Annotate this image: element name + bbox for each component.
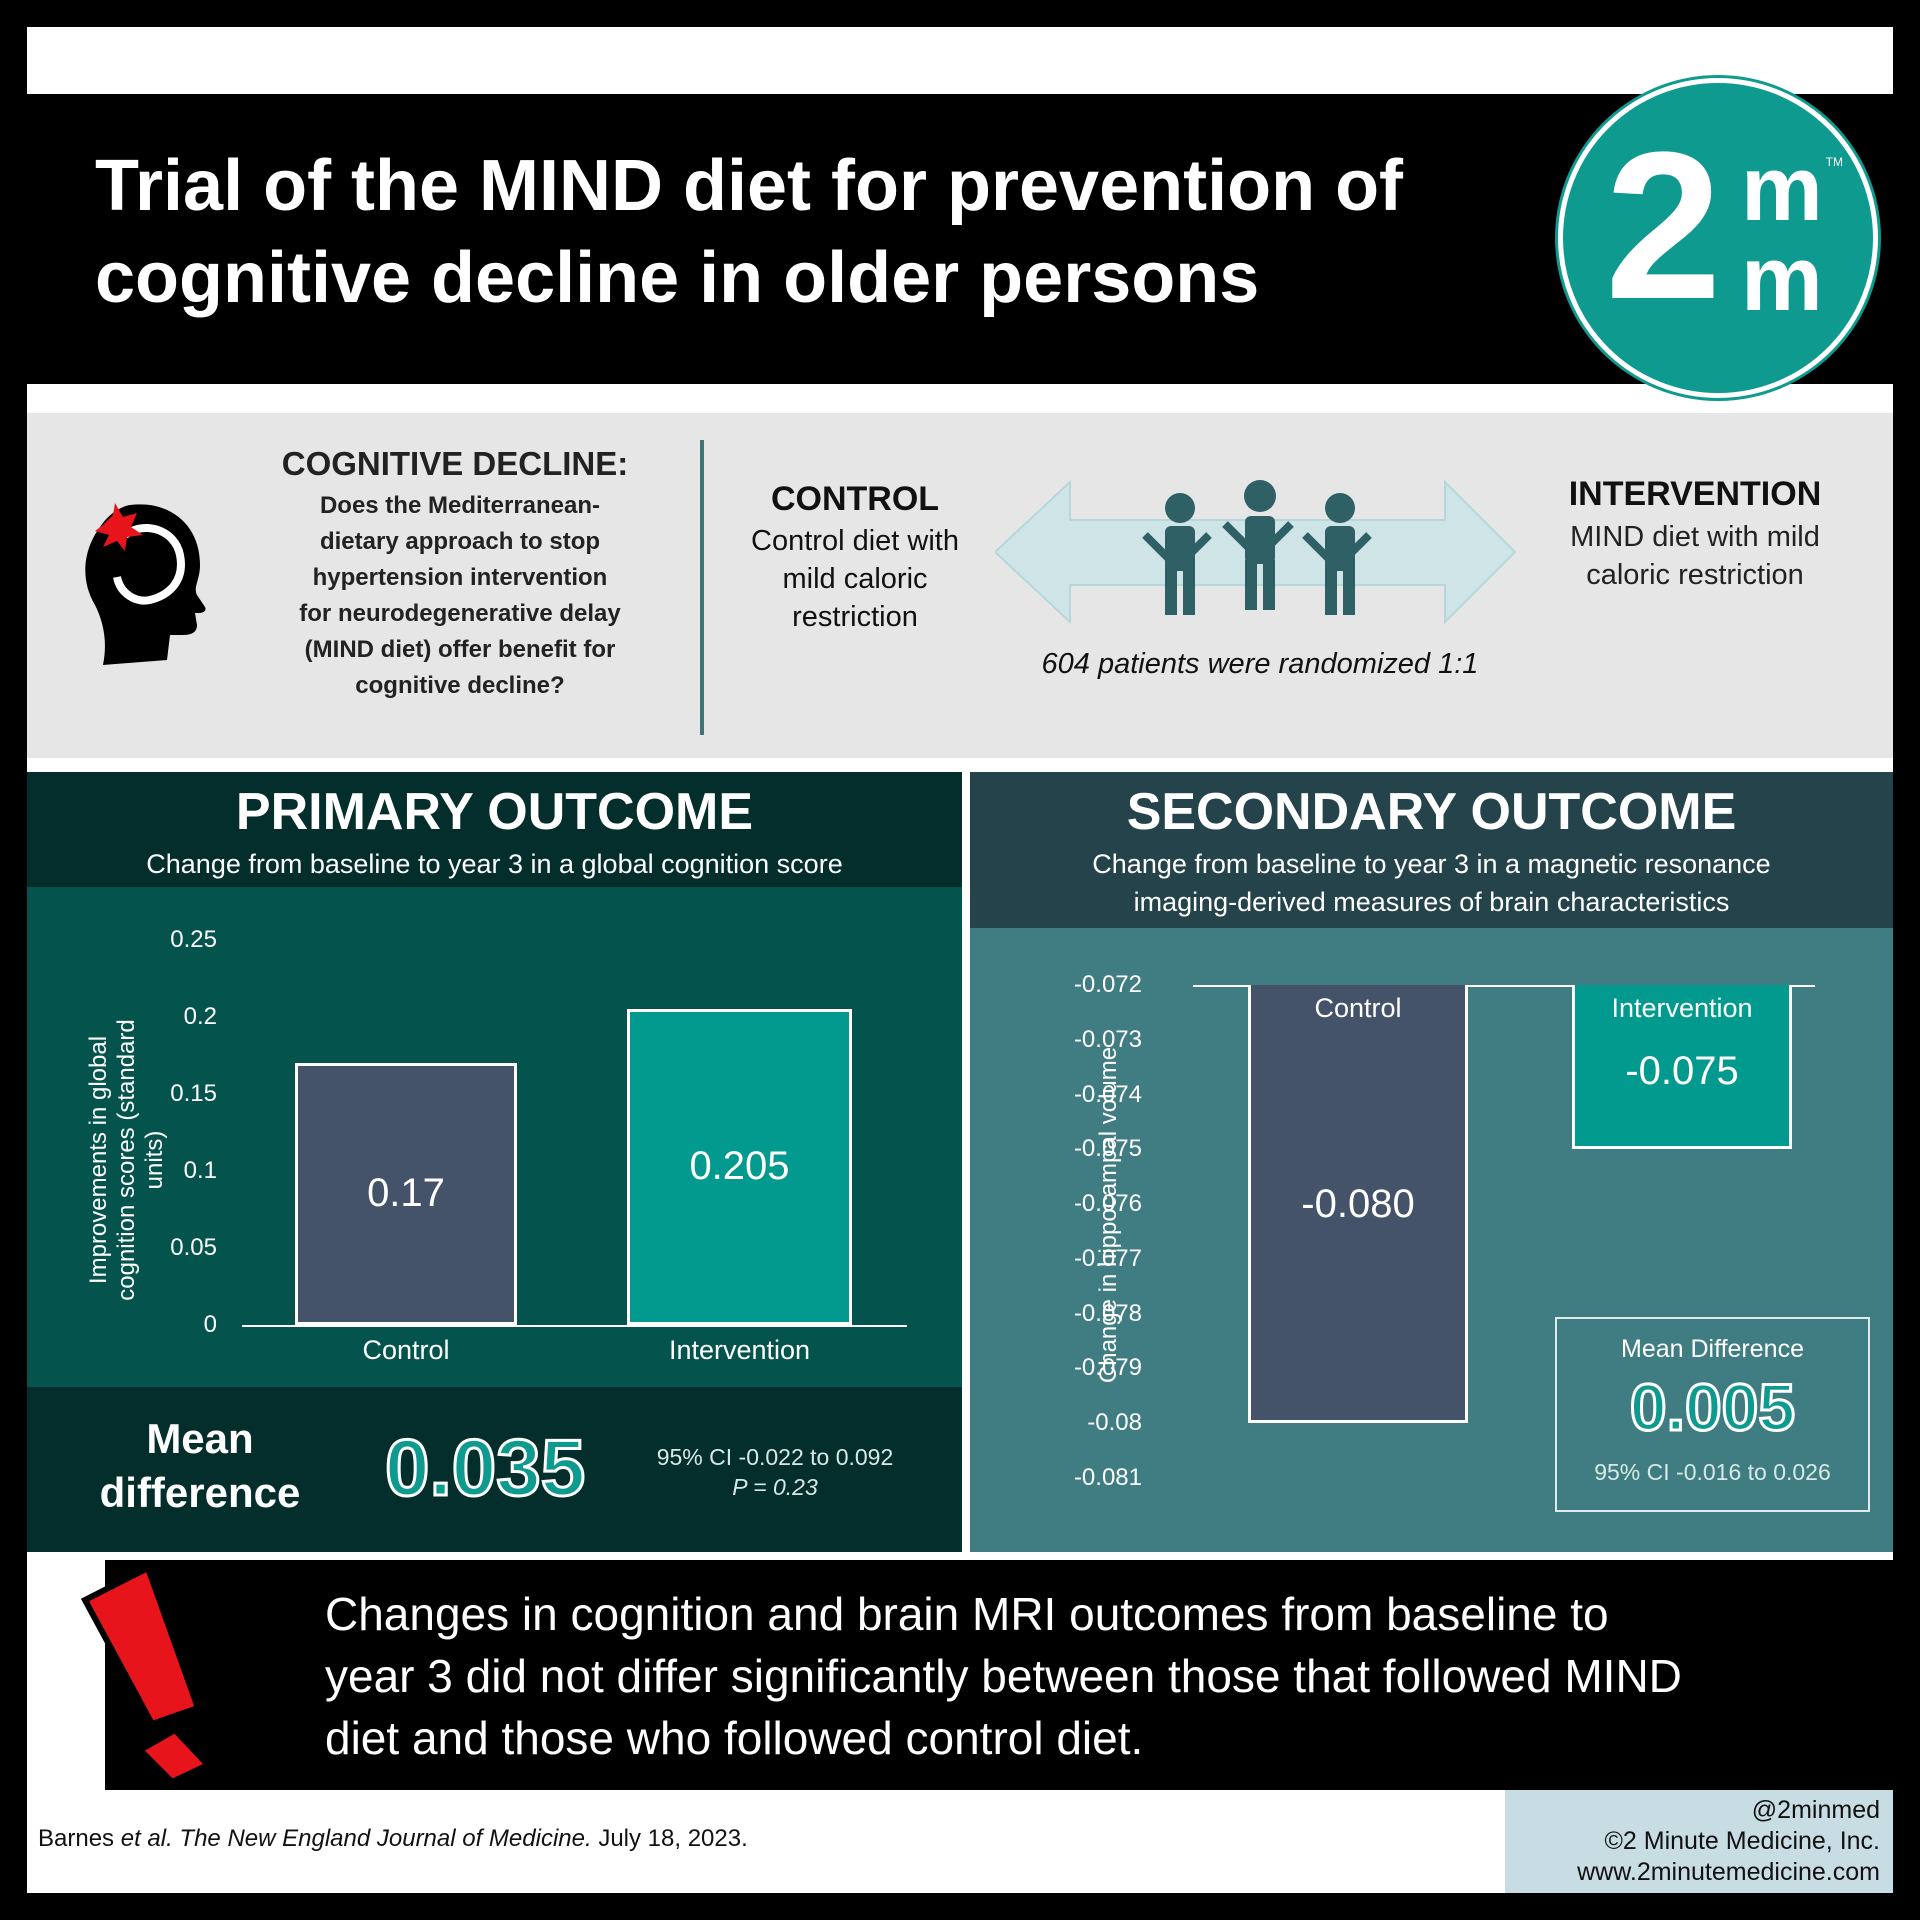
question-panel [27, 413, 1893, 758]
box-value: 0.005 [1628, 1369, 1796, 1446]
y-tick-label: -0.08 [1087, 1409, 1142, 1437]
title-line-2: cognitive decline in older persons [95, 238, 1260, 318]
logo: 2 m m TM [1558, 78, 1878, 398]
question-title: COGNITIVE DECLINE: [281, 445, 629, 482]
citation-date: July 18, 2023. [591, 1825, 748, 1852]
bar-value-label: -0.075 [1625, 1049, 1739, 1094]
title-line-1: Trial of the MIND diet for prevention of [95, 146, 1404, 226]
y-tick-label: -0.078 [1073, 1299, 1142, 1327]
question-line: Does the Mediterranean- [319, 492, 601, 519]
x-tick-label: Control [1314, 993, 1402, 1023]
secondary-outcome-title: SECONDARY OUTCOME [1126, 783, 1737, 841]
head-with-injury-icon [85, 503, 206, 665]
page-title: Trial of the MIND diet for prevention of… [95, 140, 1495, 324]
control-arm-title: CONTROL [770, 480, 940, 518]
y-tick-label: -0.072 [1073, 971, 1142, 998]
logo-letter-1: m [1741, 138, 1823, 240]
bar: Intervention -0.075 [1572, 985, 1792, 1150]
y-tick-label: 0.15 [170, 1080, 217, 1107]
y-tick-label: -0.075 [1073, 1135, 1142, 1163]
x-tick-label: Intervention [668, 1335, 811, 1365]
secondary-outcome-header [970, 772, 1893, 928]
x-axis-line [242, 1325, 907, 1327]
footer-box [1505, 1790, 1893, 1893]
mean-difference-box: Mean Difference 0.005 95% CI -0.016 to 0… [1555, 1317, 1870, 1512]
conclusion-panel [105, 1560, 1893, 1790]
ci-text: 95% CI -0.022 to 0.092 [656, 1444, 894, 1470]
question-line: dietary approach to stop [319, 528, 601, 555]
citation-etal: et al. [120, 1825, 173, 1852]
intervention-arm-title: INTERVENTION [1568, 475, 1822, 513]
question-line: (MIND diet) offer benefit for [304, 636, 616, 663]
box-title: Mean Difference [1621, 1335, 1804, 1363]
bar-value-label: 0.17 [367, 1171, 445, 1216]
double-arrow-icon [995, 480, 1517, 625]
secondary-chart: -0.072 -0.073 -0.074 -0.075 -0.076 -0.077 -0.0… [970, 930, 1893, 1491]
control-arm-description: Control diet with mild caloric restricti… [715, 522, 995, 636]
y-tick-label: -0.074 [1073, 1080, 1142, 1108]
primary-chart: 0 0.05 0.1 0.15 0.2 0.25 0.17 Control 0.205 Inter… [27, 890, 962, 1385]
top-axis-line [1193, 985, 1815, 987]
footer-copyright: ©2 Minute Medicine, Inc. [1604, 1827, 1881, 1855]
logo-number: 2 [1605, 108, 1722, 343]
y-tick-label: 0.2 [183, 1003, 217, 1030]
primary-ci: 95% CI -0.022 to 0.092 P = 0.23 [610, 1442, 940, 1502]
primary-mean-difference-row [27, 1387, 962, 1552]
intervention-arm-description: MIND diet with mild caloric restriction [1530, 518, 1860, 594]
footer-url: www.2minutemedicine.com [1577, 1858, 1880, 1886]
y-tick-label: -0.081 [1073, 1464, 1142, 1491]
y-tick-label: 0.25 [170, 926, 217, 953]
y-tick-label: -0.077 [1073, 1244, 1142, 1272]
footer-credits: @2minmed ©2 Minute Medicine, Inc. www.2m… [1505, 1795, 1880, 1888]
section-divider [700, 440, 704, 735]
logo-tm: TM [1825, 155, 1843, 169]
y-tick-label: -0.076 [1073, 1190, 1142, 1218]
bar: 0.205 [627, 1009, 852, 1325]
logo-letter-2: m [1741, 228, 1823, 330]
y-tick-label: 0.1 [183, 1157, 217, 1184]
conclusion-line: diet and those who followed control diet… [325, 1712, 1144, 1764]
question-line: hypertension intervention [312, 564, 608, 591]
bar-value-label: 0.205 [689, 1144, 790, 1189]
primary-outcome-header [27, 772, 962, 887]
citation: Barnes et al. The New England Journal of… [38, 1825, 748, 1853]
y-tick-label: -0.079 [1073, 1354, 1142, 1382]
conclusion-line: year 3 did not differ significantly betw… [325, 1650, 1682, 1702]
question-line: cognitive decline? [355, 672, 565, 699]
y-tick-label: -0.073 [1073, 1025, 1142, 1053]
mean-difference-label: Mean difference [70, 1412, 330, 1520]
bar-value-label: -0.080 [1301, 1182, 1415, 1227]
footer-handle: @2minmed [1751, 1796, 1880, 1824]
conclusion-line: Changes in cognition and brain MRI outco… [325, 1588, 1609, 1640]
question-text: Does the Mediterranean- dietary approach… [245, 488, 675, 704]
bar: 0.17 [295, 1063, 517, 1325]
control-line: Control diet with [751, 525, 959, 557]
mean-difference-value: 0.035 [383, 1422, 586, 1514]
mean-label-line: Mean [146, 1415, 254, 1462]
people-icon [1142, 480, 1372, 615]
x-tick-label: Control [362, 1335, 450, 1365]
secondary-outcome-subtitle: Change from baseline to year 3 in a magn… [970, 845, 1893, 921]
citation-author: Barnes [38, 1825, 121, 1852]
subtitle-line: imaging-derived measures of brain charac… [1133, 887, 1730, 917]
intervention-line: caloric restriction [1586, 559, 1804, 591]
p-value: P = 0.23 [732, 1474, 818, 1500]
conclusion-text: Changes in cognition and brain MRI outco… [325, 1583, 1865, 1769]
primary-outcome-subtitle: Change from baseline to year 3 in a glob… [146, 849, 843, 879]
bar: Control -0.080 [1248, 985, 1468, 1424]
exclamation-icon [80, 1563, 214, 1785]
y-tick-label: 0 [203, 1311, 217, 1338]
randomization-note: 604 patients were randomized 1:1 [1041, 648, 1479, 680]
control-line: mild caloric [782, 563, 928, 595]
intervention-line: MIND diet with mild [1570, 521, 1820, 553]
mean-label-line: difference [99, 1469, 301, 1516]
primary-outcome-title: PRIMARY OUTCOME [235, 783, 754, 841]
x-tick-label: Intervention [1611, 993, 1753, 1023]
question-line: for neurodegenerative delay [299, 600, 621, 627]
subtitle-line: Change from baseline to year 3 in a magn… [1092, 849, 1771, 879]
citation-journal: The New England Journal of Medicine. [172, 1825, 592, 1852]
control-line: restriction [792, 601, 918, 633]
box-ci: 95% CI -0.016 to 0.026 [1594, 1459, 1831, 1485]
y-tick-label: 0.05 [170, 1234, 217, 1261]
